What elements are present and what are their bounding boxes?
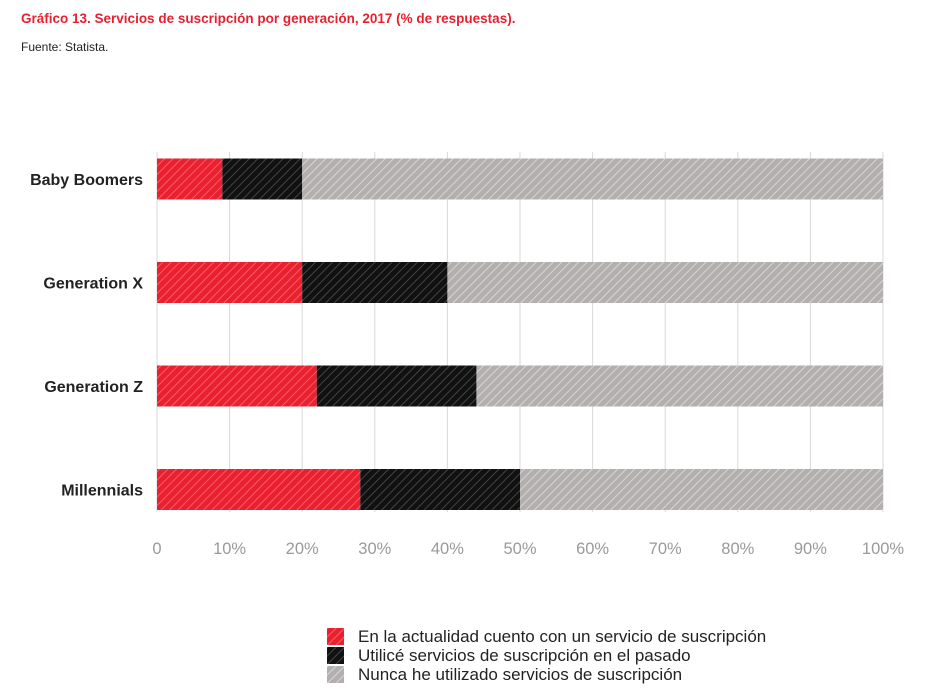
legend-item-never: Nunca he utilizado servicios de suscripc…: [327, 665, 766, 684]
x-tick-label: 10%: [213, 540, 246, 558]
x-tick-label: 40%: [431, 540, 464, 558]
chart-title: Gráfico 13. Servicios de suscripción por…: [21, 11, 516, 26]
x-tick-label: 100%: [862, 540, 905, 558]
category-label: Generation Z: [44, 379, 143, 396]
legend-swatch-never: [327, 666, 344, 683]
bar-past: [302, 262, 448, 303]
legend-item-past: Utilicé servicios de suscripción en el p…: [327, 646, 766, 665]
x-tick-label: 30%: [358, 540, 391, 558]
category-labels: Baby Boomers Generation X Generation Z Mill…: [30, 172, 143, 500]
legend-label-current: En la actualidad cuento con un servicio …: [358, 626, 767, 646]
x-tick-label: 90%: [794, 540, 827, 558]
category-label: Baby Boomers: [30, 172, 143, 189]
x-tick-label: 20%: [286, 540, 319, 558]
x-axis-ticks: 0 10% 20% 30% 40% 50% 60% 70% 80% 90% 100%: [152, 540, 904, 558]
bar-past: [222, 158, 303, 200]
x-tick-label: 60%: [576, 540, 609, 558]
bar-current: [157, 262, 303, 303]
x-tick-label: 0: [152, 540, 161, 558]
x-tick-label: 80%: [721, 540, 754, 558]
bar-current: [157, 365, 317, 407]
gridlines: [156, 152, 884, 512]
legend-item-current: En la actualidad cuento con un servicio …: [327, 627, 766, 646]
bar-past: [360, 469, 520, 510]
bar-never: [476, 365, 883, 407]
legend-swatch-current: [327, 628, 344, 645]
bar-past: [316, 365, 477, 407]
x-tick-label: 50%: [503, 540, 536, 558]
chart-source: Fuente: Statista.: [21, 40, 109, 54]
category-label: Generation X: [43, 276, 143, 293]
legend: En la actualidad cuento con un servicio …: [327, 627, 766, 684]
bar-never: [520, 469, 883, 510]
x-tick-label: 70%: [649, 540, 682, 558]
bar-never: [302, 158, 883, 200]
bar-never: [447, 262, 883, 303]
bars: [157, 158, 883, 510]
legend-label-never: Nunca he utilizado servicios de suscripc…: [358, 664, 683, 684]
legend-swatch-past: [327, 647, 344, 664]
stacked-bar-chart: Baby Boomers Generation X Generation Z Mill…: [30, 152, 904, 558]
category-label: Millennials: [61, 483, 143, 500]
bar-current: [157, 158, 223, 200]
bar-current: [157, 469, 361, 510]
legend-label-past: Utilicé servicios de suscripción en el p…: [358, 645, 691, 665]
